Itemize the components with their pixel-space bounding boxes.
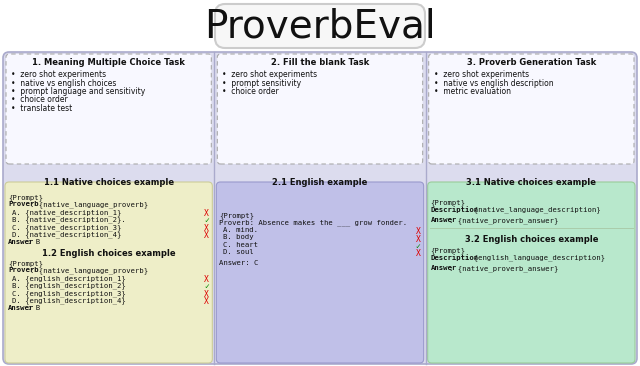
Text: Answer: C: Answer: C [220,260,259,266]
Text: : {native_proverb_answer}: : {native_proverb_answer} [449,217,559,224]
Text: A. {native_description_1}: A. {native_description_1} [12,209,122,216]
Text: ProverbEval: ProverbEval [204,7,436,45]
Text: {Prompt}: {Prompt} [431,247,466,254]
FancyBboxPatch shape [5,182,212,363]
Text: A. {english_description_1}: A. {english_description_1} [12,275,125,282]
Text: 1.2 English choices example: 1.2 English choices example [42,249,175,258]
Text: 3.2 English choices example: 3.2 English choices example [465,235,598,243]
Text: C. {english_description_3}: C. {english_description_3} [12,290,125,297]
Text: {Prompt}: {Prompt} [431,199,466,206]
Text: •  zero shot experiments: • zero shot experiments [11,70,106,79]
Text: X: X [415,227,420,236]
Text: A. mind.: A. mind. [223,227,259,233]
Text: •  zero shot experiments: • zero shot experiments [434,70,529,79]
FancyBboxPatch shape [216,182,424,363]
FancyBboxPatch shape [3,52,637,364]
Text: Answer: Answer [431,265,457,271]
Text: 3.1 Native choices example: 3.1 Native choices example [467,178,596,187]
Text: •  native vs english choices: • native vs english choices [11,78,116,87]
Text: •  metric evaluation: • metric evaluation [434,87,511,96]
Text: D. soul: D. soul [223,250,254,255]
Text: Proverb: Absence makes the ___ grow fonder.: Proverb: Absence makes the ___ grow fond… [220,220,408,226]
Text: X: X [204,275,209,284]
FancyBboxPatch shape [429,54,634,164]
Text: Description: Description [431,254,479,261]
Text: •  zero shot experiments: • zero shot experiments [222,70,317,79]
Text: •  prompt sensitivity: • prompt sensitivity [222,78,301,87]
Text: : {native_language_proverb}: : {native_language_proverb} [30,268,148,274]
Text: B. {english_description_2}: B. {english_description_2} [12,283,125,289]
FancyBboxPatch shape [6,54,211,164]
Text: Proverb: Proverb [8,268,38,273]
Text: Proverb: Proverb [8,202,38,208]
Text: X: X [204,290,209,299]
Text: X: X [204,224,209,233]
Text: 2. Fill the blank Task: 2. Fill the blank Task [271,58,369,67]
Text: •  translate test: • translate test [11,104,72,113]
Text: {Prompt}: {Prompt} [220,212,254,219]
Text: •  native vs english description: • native vs english description [434,78,554,87]
Text: : {native_language_proverb}: : {native_language_proverb} [30,202,148,208]
Text: Answer: Answer [8,239,35,245]
Text: : B: : B [27,239,40,245]
Text: : {native_language_description}: : {native_language_description} [465,206,600,213]
Text: 3. Proverb Generation Task: 3. Proverb Generation Task [467,58,596,67]
Text: D. {native_description_4}: D. {native_description_4} [12,232,122,238]
Text: : {native_proverb_answer}: : {native_proverb_answer} [449,265,559,272]
Text: C. {native_description_3}: C. {native_description_3} [12,224,122,231]
FancyBboxPatch shape [218,54,422,164]
Text: 2.1 English example: 2.1 English example [272,178,368,187]
Text: X: X [415,235,420,243]
Text: •  choice order: • choice order [222,87,279,96]
FancyBboxPatch shape [215,4,425,48]
Text: : B: : B [27,305,40,311]
Text: B. body: B. body [223,235,254,240]
Text: X: X [204,298,209,306]
Text: Answer: Answer [431,217,457,223]
Text: {Prompt}: {Prompt} [8,194,43,201]
Text: 1. Meaning Multiple Choice Task: 1. Meaning Multiple Choice Task [32,58,185,67]
Text: Answer: Answer [8,305,35,311]
FancyBboxPatch shape [428,182,635,363]
Text: B. {native_description_2}.: B. {native_description_2}. [12,217,125,223]
Text: Description: Description [431,206,479,213]
Text: ✓: ✓ [204,217,209,225]
Text: X: X [204,209,209,218]
Text: •  choice order: • choice order [11,96,68,105]
Text: X: X [415,250,420,258]
Text: D. {english_description_4}: D. {english_description_4} [12,298,125,304]
Text: {Prompt}: {Prompt} [8,260,43,267]
Text: : {english_language_description}: : {english_language_description} [465,254,605,261]
Text: ✓: ✓ [415,242,420,251]
Text: X: X [204,232,209,240]
Text: ✓: ✓ [204,283,209,291]
Text: C. heart: C. heart [223,242,259,248]
Text: •  prompt language and sensitivity: • prompt language and sensitivity [11,87,145,96]
Text: 1.1 Native choices example: 1.1 Native choices example [44,178,173,187]
